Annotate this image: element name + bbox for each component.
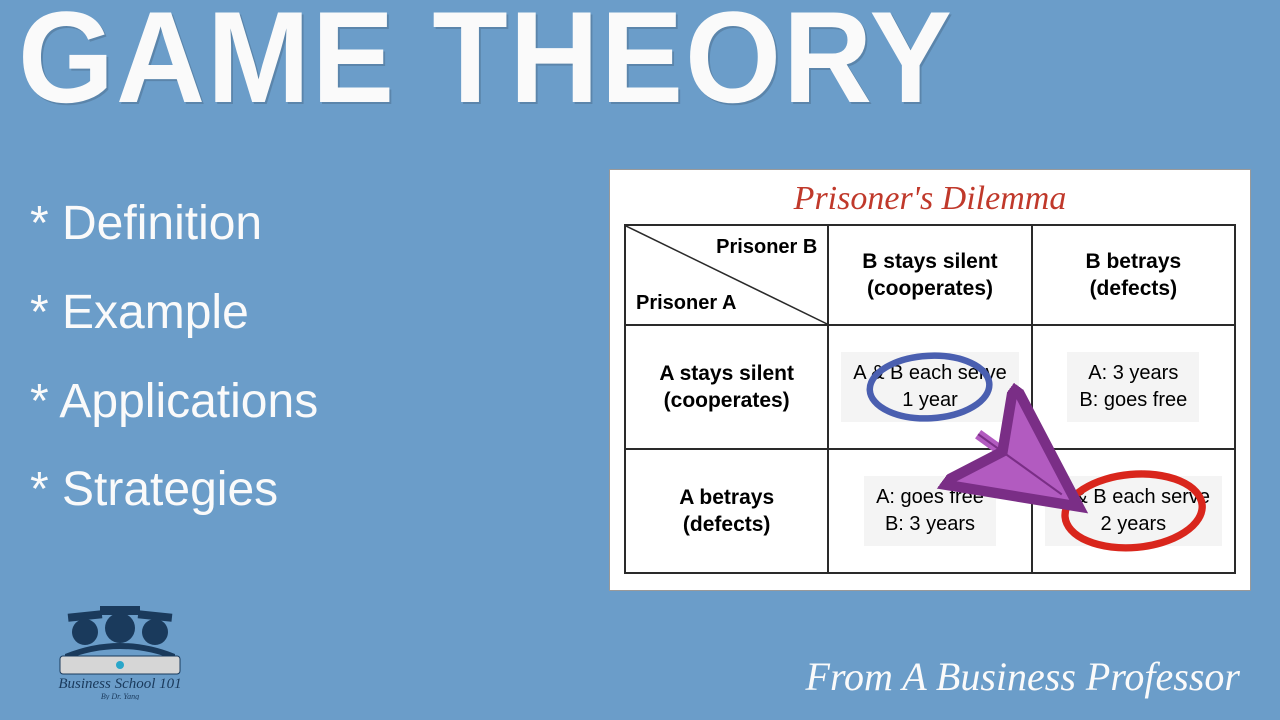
- bullet-item: Definition: [30, 180, 318, 269]
- corner-label-a: Prisoner A: [636, 290, 736, 316]
- corner-cell: Prisoner B Prisoner A: [625, 225, 828, 325]
- bullet-item: Strategies: [30, 446, 318, 535]
- cell-1-1: A & B each serve2 years: [1032, 449, 1235, 573]
- row-header-0: A stays silent(cooperates): [625, 325, 828, 449]
- cell-1-0: A: goes freeB: 3 years: [828, 449, 1031, 573]
- row-header-1: A betrays(defects): [625, 449, 828, 573]
- bullet-item: Example: [30, 269, 318, 358]
- bullet-item: Applications: [30, 358, 318, 447]
- main-title: GAME THEORY: [18, 0, 954, 132]
- corner-label-b: Prisoner B: [716, 234, 817, 260]
- cell-0-1: A: 3 yearsB: goes free: [1032, 325, 1235, 449]
- footer-text: From A Business Professor: [806, 653, 1240, 700]
- logo-subtitle-text: By Dr. Yang: [101, 692, 139, 700]
- brand-logo: Business School 101 By Dr. Yang: [30, 590, 210, 700]
- bullet-list: Definition Example Applications Strategi…: [30, 180, 318, 535]
- panel-title: Prisoner's Dilemma: [624, 180, 1236, 218]
- col-header-0: B stays silent(cooperates): [828, 225, 1031, 325]
- payoff-table: Prisoner B Prisoner A B stays silent(coo…: [624, 224, 1236, 574]
- dilemma-panel: Prisoner's Dilemma Prisoner B Prisoner A…: [610, 170, 1250, 590]
- cell-0-0: A & B each serve1 year: [828, 325, 1031, 449]
- col-header-1: B betrays(defects): [1032, 225, 1235, 325]
- logo-brand-text: Business School 101: [58, 676, 181, 692]
